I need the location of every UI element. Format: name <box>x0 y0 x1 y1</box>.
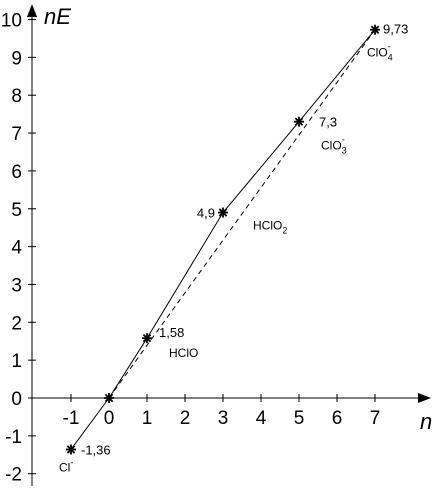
species-formula: ClO <box>367 46 388 60</box>
data-point-marker-icon <box>294 116 304 127</box>
y-tick-label: 7 <box>11 124 22 145</box>
y-axis-label: nE <box>44 4 71 29</box>
y-tick-label: 8 <box>11 86 22 107</box>
y-tick-label: 4 <box>11 238 22 259</box>
axes-layer <box>27 4 431 486</box>
y-tick-label: -1 <box>5 427 22 448</box>
species-charge: - <box>70 457 73 467</box>
data-value-label: -1,36 <box>81 442 111 457</box>
species-formula: Cl <box>59 460 70 474</box>
x-tick-label: 4 <box>256 408 267 429</box>
species-label: ClO3- <box>321 135 347 156</box>
x-tick-label: 7 <box>370 408 381 429</box>
species-subscript: 3 <box>342 146 347 156</box>
marker-layer <box>66 24 380 455</box>
x-axis-label: n <box>420 409 432 434</box>
dashed-series-line <box>108 29 376 399</box>
data-value-label: 4,9 <box>197 206 215 221</box>
species-label: HClO2 <box>253 219 287 236</box>
x-tick-label: 5 <box>294 408 305 429</box>
data-value-label: 9,73 <box>383 22 408 37</box>
data-point-marker-icon <box>142 333 152 344</box>
species-label: Cl- <box>59 457 73 474</box>
y-tick-label: 9 <box>11 48 22 69</box>
y-tick-label: 0 <box>11 389 22 410</box>
y-tick-label: -2 <box>5 465 22 486</box>
y-tick-label: 3 <box>11 275 22 296</box>
x-ticks: -1 0 1 2 3 4 5 6 7 <box>63 394 381 429</box>
species-label: HClO <box>169 346 198 360</box>
x-tick-label: 2 <box>180 408 191 429</box>
y-tick-label: 2 <box>11 313 22 334</box>
x-tick-label: 0 <box>104 408 115 429</box>
y-tick-label: 5 <box>11 200 22 221</box>
solid-series-line <box>70 29 376 450</box>
species-subscript: 4 <box>388 53 393 63</box>
x-tick-label: 3 <box>218 408 229 429</box>
data-point-marker-icon <box>370 24 380 35</box>
label-layer: -1,36Cl-1,58HClO4,9HClO27,3ClO3-9,73ClO4… <box>59 22 408 475</box>
species-charge: - <box>388 42 391 52</box>
x-tick-label: 1 <box>142 408 153 429</box>
series-layer <box>70 29 376 450</box>
data-point-marker-icon <box>66 444 76 455</box>
species-formula: HClO <box>253 219 282 233</box>
species-label: ClO4- <box>367 42 393 63</box>
data-point-marker-icon <box>218 207 228 218</box>
x-tick-label: 6 <box>332 408 343 429</box>
species-subscript: 2 <box>282 226 287 236</box>
x-tick-label: -1 <box>63 408 80 429</box>
species-charge: - <box>342 135 345 145</box>
data-value-label: 1,58 <box>159 325 184 340</box>
y-tick-label: 1 <box>11 351 22 372</box>
species-formula: ClO <box>321 139 342 153</box>
y-ticks: -2 -1 0 1 2 3 4 5 6 7 8 9 10 <box>1 11 36 486</box>
y-tick-label: 10 <box>1 11 22 32</box>
data-point-marker-icon <box>104 393 114 403</box>
data-value-label: 7,3 <box>319 115 337 130</box>
x-axis-arrow-icon <box>418 393 431 403</box>
species-formula: HClO <box>169 346 198 360</box>
y-axis-arrow-icon <box>27 4 37 17</box>
y-tick-label: 6 <box>11 162 22 183</box>
